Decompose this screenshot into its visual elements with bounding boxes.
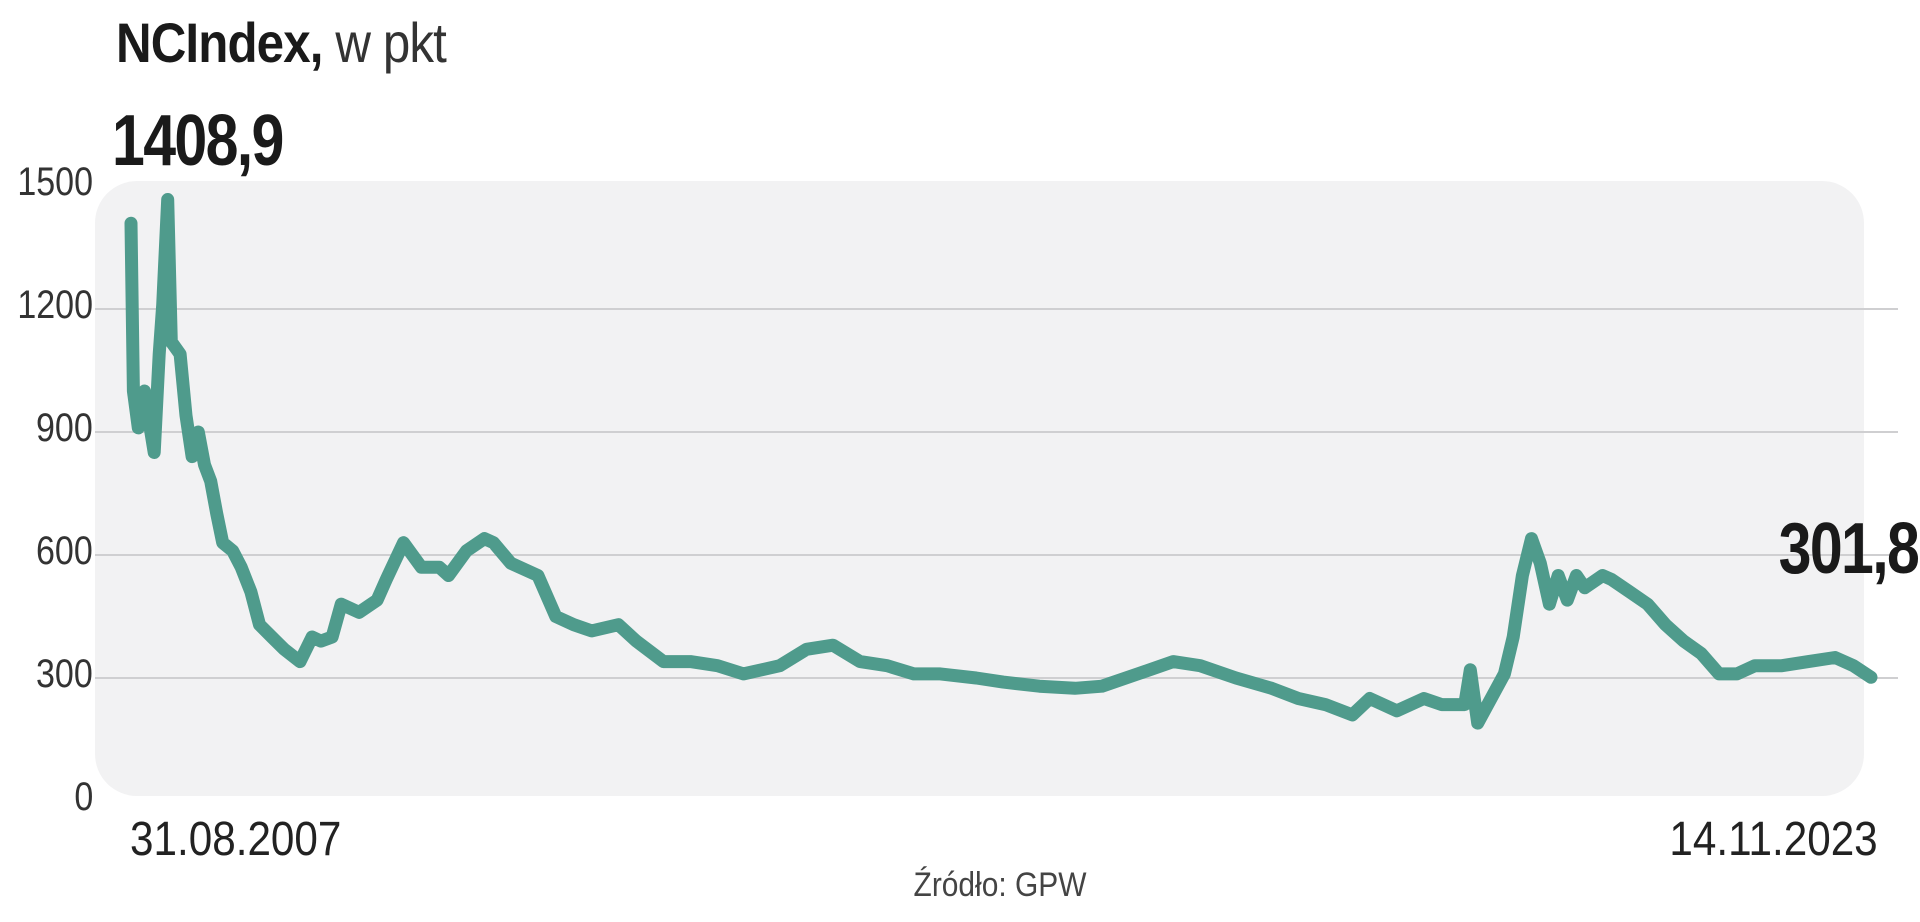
x-end-label: 14.11.2023 — [1669, 813, 1878, 866]
series-line — [124, 193, 1878, 730]
y-tick-label: 600 — [36, 529, 93, 573]
y-tick-label: 300 — [36, 652, 93, 696]
y-tick-label: 1500 — [17, 160, 93, 204]
chart-title: NCIndex, w pkt — [116, 10, 447, 75]
y-tick-label: 1200 — [17, 283, 93, 327]
y-tick-label: 900 — [36, 406, 93, 450]
unit-label: w pkt — [335, 11, 446, 74]
y-tick-label: 0 — [74, 775, 93, 819]
source-note: Źródło: GPW — [913, 866, 1087, 904]
title-text: NCIndex, — [116, 11, 323, 74]
plot-panel — [95, 181, 1864, 796]
start-value-label: 1408,9 — [112, 101, 284, 181]
x-start-label: 31.08.2007 — [130, 813, 342, 866]
end-value-label: 301,8 — [1778, 509, 1919, 589]
